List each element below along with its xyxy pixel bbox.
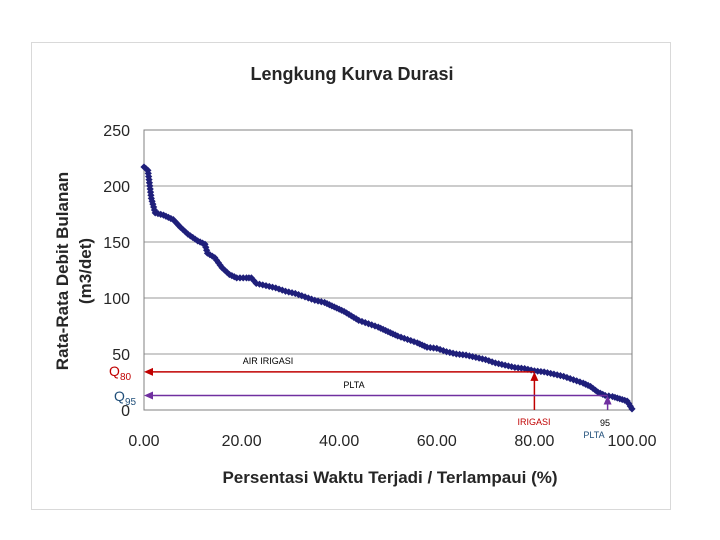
plta-x-label: PLTA <box>583 430 604 440</box>
data-point <box>524 365 532 373</box>
chart-frame: Lengkung Kurva Durasi 0 50 100 150 200 250 0.… <box>31 42 671 510</box>
grid-lines <box>144 129 632 355</box>
data-point <box>543 369 552 377</box>
q80-subscript: 80 <box>120 372 132 383</box>
data-point <box>361 319 369 327</box>
data-point <box>498 360 506 369</box>
data-point <box>449 349 457 357</box>
y-tick-0: 0 <box>121 403 130 420</box>
data-point <box>433 344 441 352</box>
data-point <box>439 347 447 355</box>
x-tick-100.00: 100.00 <box>608 433 657 450</box>
data-point <box>482 356 490 364</box>
data-point <box>262 282 270 290</box>
x-tick-20.00: 20.00 <box>222 433 262 450</box>
data-point <box>342 309 351 317</box>
data-point <box>625 400 633 408</box>
q95-subscript: 95 <box>125 397 137 408</box>
y-tick-150: 150 <box>103 235 130 252</box>
data-point <box>514 364 522 372</box>
data-point <box>352 315 360 323</box>
data-point <box>455 350 464 358</box>
irigasi-x-label: IRIGASI <box>517 417 550 427</box>
data-point <box>394 332 402 340</box>
data-point <box>527 366 535 374</box>
plta-arrow-up <box>603 395 612 405</box>
x-tick-0.00: 0.00 <box>128 433 159 450</box>
x-tick-labels: 0.00 20.00 40.00 60.00 80.00 100.00 <box>128 433 656 450</box>
data-point <box>537 367 545 376</box>
data-point <box>307 295 316 303</box>
data-point <box>530 367 538 375</box>
data-point <box>488 358 496 366</box>
data-point <box>347 312 355 320</box>
data-point <box>446 348 454 357</box>
data-point <box>472 353 480 361</box>
plta-label: PLTA <box>343 380 364 390</box>
data-point <box>563 373 571 382</box>
x-tick-40.00: 40.00 <box>319 433 359 450</box>
x-axis-title: Persentasi Waktu Terjadi / Terlampaui (%… <box>222 468 557 487</box>
data-point <box>291 289 299 298</box>
data-point <box>556 372 565 380</box>
series-markers <box>140 163 636 413</box>
data-point <box>504 362 512 370</box>
plta-x-value: 95 <box>600 418 610 428</box>
data-point <box>397 333 405 341</box>
data-point <box>436 345 444 354</box>
data-point <box>550 370 558 378</box>
x-tick-60.00: 60.00 <box>417 433 457 450</box>
data-point <box>475 354 483 362</box>
q95-label: Q <box>114 388 125 404</box>
x-tick-80.00: 80.00 <box>514 433 554 450</box>
plot-area <box>143 129 633 411</box>
y-axis-title-line1: Rata-Rata Debit Bulanan <box>53 172 72 370</box>
q80-label: Q <box>109 363 120 379</box>
data-point <box>311 296 319 304</box>
data-point <box>148 197 156 205</box>
irigasi-arrow-up <box>530 371 539 381</box>
data-point <box>540 368 548 376</box>
data-point <box>508 363 516 371</box>
data-point <box>517 364 525 372</box>
y-axis-title-line2: (m3/det) <box>76 238 95 304</box>
data-point <box>355 316 363 324</box>
y-tick-250: 250 <box>103 123 130 140</box>
data-point <box>628 405 636 413</box>
irigasi-arrow-left <box>144 367 153 376</box>
data-point <box>423 343 431 351</box>
y-tick-50: 50 <box>112 347 130 364</box>
air-irigasi-label: AIR IRIGASI <box>243 356 294 366</box>
y-tick-200: 200 <box>103 179 130 196</box>
data-point <box>314 297 322 305</box>
plta-arrow-left <box>144 391 153 400</box>
y-tick-labels: 0 50 100 150 200 250 <box>103 123 130 420</box>
data-point <box>623 397 631 405</box>
data-point <box>465 352 473 360</box>
chart-title: Lengkung Kurva Durasi <box>250 64 453 84</box>
data-point <box>345 310 353 319</box>
data-point <box>208 252 216 260</box>
data-point <box>216 261 224 269</box>
data-point <box>576 378 584 386</box>
y-tick-100: 100 <box>103 291 130 308</box>
data-point <box>560 372 568 380</box>
data-point <box>298 292 306 300</box>
data-point <box>566 375 574 383</box>
data-point <box>491 359 499 367</box>
data-point <box>301 293 309 301</box>
duration-curve-chart: Lengkung Kurva Durasi 0 50 100 150 200 250 0.… <box>53 64 657 487</box>
